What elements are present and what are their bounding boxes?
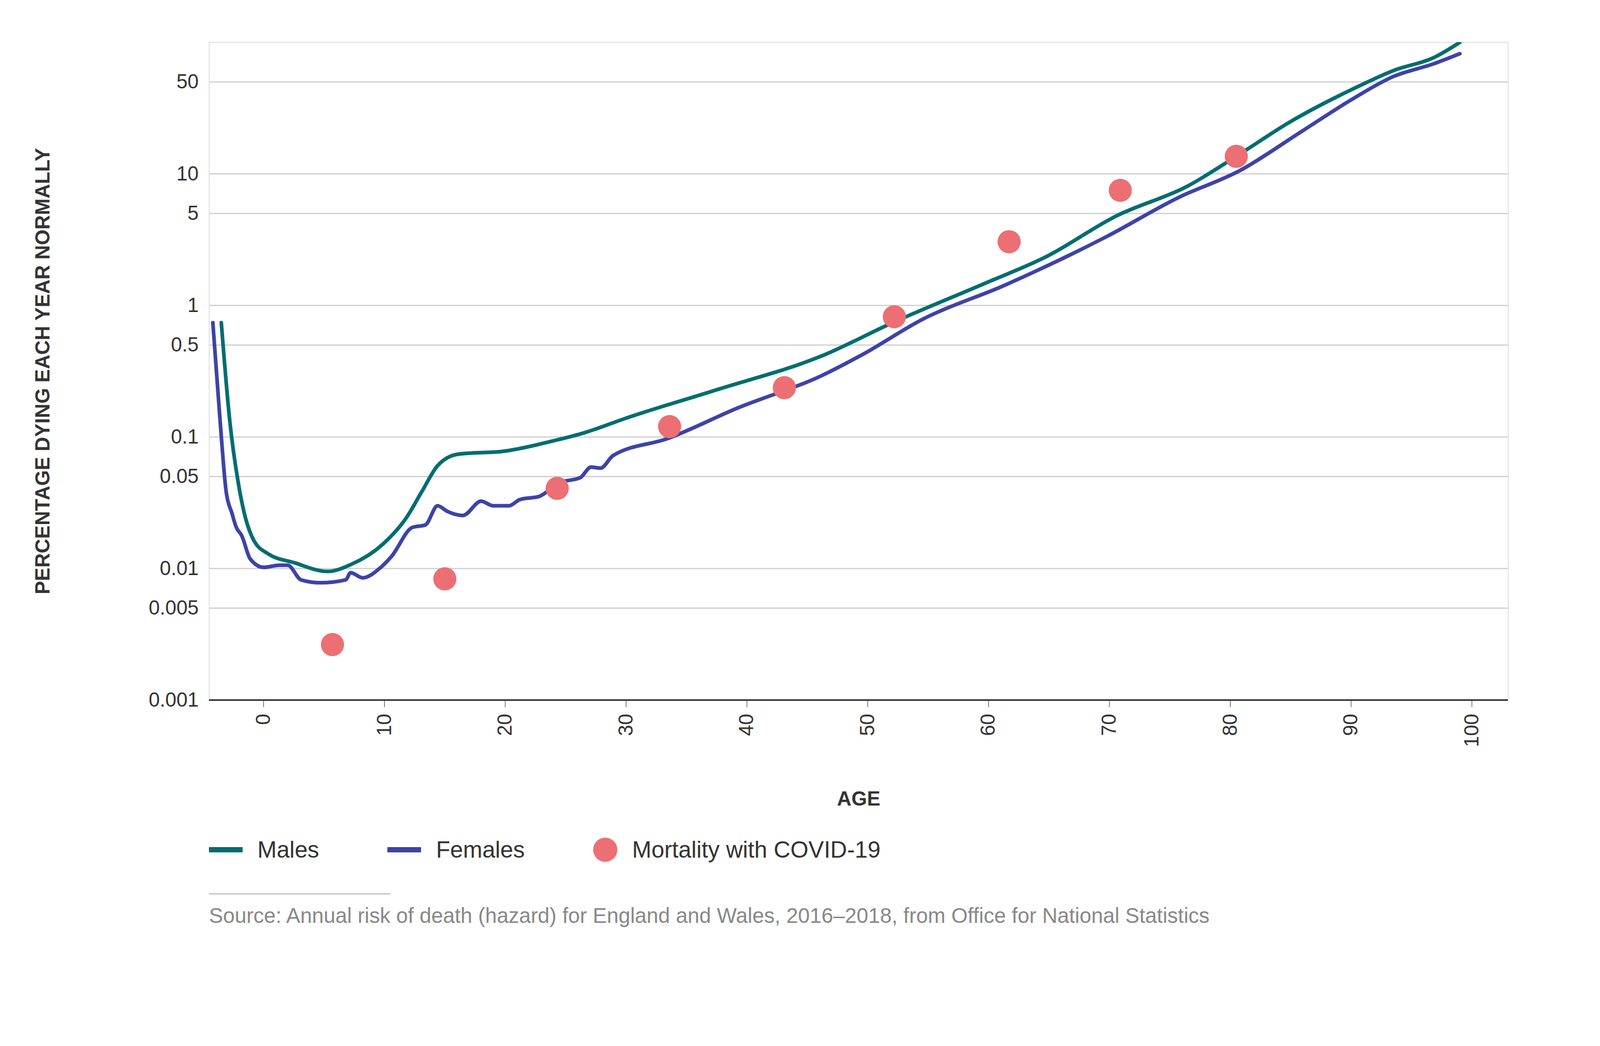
html-text:Source: Annual risk of death (: Source: Annual risk of death (hazard) fo… xyxy=(208,904,1210,928)
svg-text:PERCENTAGE DYING EACH YEAR NOR: PERCENTAGE DYING EACH YEAR NORMALLY xyxy=(31,147,54,595)
svg-text:AGE: AGE xyxy=(836,787,880,810)
html-text:Females: Females xyxy=(436,836,525,863)
svg-text:100: 100 xyxy=(1460,714,1483,748)
svg-text:0.005: 0.005 xyxy=(148,596,199,619)
svg-text:50: 50 xyxy=(176,70,199,93)
svg-text:0.5: 0.5 xyxy=(171,333,199,356)
svg-text:5: 5 xyxy=(187,202,199,225)
svg-text:0.01: 0.01 xyxy=(160,557,199,580)
svg-text:0: 0 xyxy=(252,714,275,726)
svg-text:0.05: 0.05 xyxy=(160,465,199,488)
svg-text:80: 80 xyxy=(1218,714,1242,737)
svg-text:20: 20 xyxy=(493,714,516,737)
svg-text:0.001: 0.001 xyxy=(148,688,199,712)
svg-text:50: 50 xyxy=(856,714,879,737)
svg-text:30: 30 xyxy=(614,714,637,737)
svg-text:10: 10 xyxy=(176,162,199,185)
svg-text:40: 40 xyxy=(735,714,758,737)
svg-text:60: 60 xyxy=(976,714,999,737)
svg-text:1: 1 xyxy=(187,294,199,317)
svg-text:70: 70 xyxy=(1097,714,1120,737)
svg-text:0.1: 0.1 xyxy=(171,425,199,448)
svg-text:90: 90 xyxy=(1339,714,1362,737)
html-text:Males: Males xyxy=(257,836,320,863)
html-text:Mortality with COVID-19: Mortality with COVID-19 xyxy=(632,836,881,863)
svg-text:10: 10 xyxy=(373,714,396,737)
